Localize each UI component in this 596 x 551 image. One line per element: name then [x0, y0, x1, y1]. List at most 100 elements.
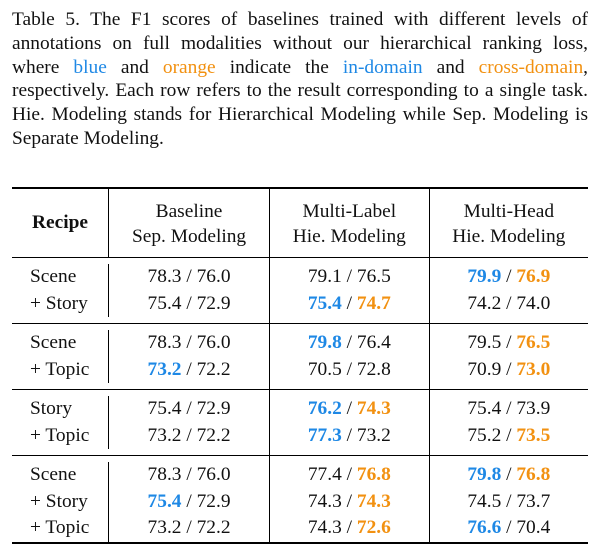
header-multi-head: Multi-Head Hie. Modeling — [428, 188, 588, 258]
in-domain-score: 73.2 — [147, 517, 182, 538]
group-separator — [12, 323, 588, 330]
cross-domain-score: 73.0 — [516, 358, 551, 380]
score-cell: 75.4 / 72.9 — [107, 396, 270, 423]
table-row: + Topic 73.2 / 72.2 77.3 / 73.2 75.2 / 73.5 — [12, 422, 588, 449]
group-separator — [12, 257, 588, 264]
score-slash: / — [181, 490, 197, 512]
score-cell: 74.2 / 74.0 — [428, 290, 588, 317]
table-row: Scene 78.3 / 76.0 79.8 / 76.4 79.5 / 76.5 — [12, 330, 588, 357]
separator-cell — [12, 323, 109, 330]
in-domain-score: 75.4 — [467, 398, 502, 419]
cross-domain-score: 76.8 — [516, 464, 551, 485]
score-cell: 70.9 / 73.0 — [428, 356, 588, 383]
in-domain-score: 79.1 — [307, 266, 342, 287]
score-slash: / — [501, 266, 517, 287]
cross-domain-score: 76.8 — [356, 464, 391, 485]
score-cell: 73.2 / 72.2 — [107, 515, 270, 543]
cross-domain-score: 74.7 — [356, 292, 391, 314]
in-domain-score: 70.5 — [307, 358, 342, 380]
cross-domain-score: 72.9 — [196, 398, 231, 419]
header-multi-head-line2: Hie. Modeling — [452, 226, 566, 247]
caption-text-5: , respectively. Each row refers to the r… — [12, 56, 589, 149]
score-cell: 78.3 / 76.0 — [107, 330, 270, 357]
score-cell: 79.1 / 76.5 — [269, 264, 430, 291]
separator-cell — [12, 389, 109, 396]
cross-domain-score: 76.0 — [196, 464, 231, 485]
group-separator — [12, 389, 588, 396]
in-domain-score: 75.4 — [307, 292, 342, 314]
recipe-cell: Scene — [30, 464, 77, 485]
score-cell: 78.3 / 76.0 — [107, 462, 270, 489]
score-slash: / — [341, 266, 357, 287]
score-cell: 76.6 / 70.4 — [428, 515, 588, 543]
cross-domain-score: 72.2 — [196, 424, 231, 446]
table-row: Story 75.4 / 72.9 76.2 / 74.3 75.4 / 73.9 — [12, 396, 588, 423]
caption-orange-word: orange — [162, 56, 216, 78]
score-cell: 75.4 / 74.7 — [269, 290, 430, 317]
cross-domain-score: 74.3 — [356, 398, 391, 419]
score-slash: / — [181, 424, 197, 446]
separator-cell — [12, 455, 109, 462]
group-gap — [12, 383, 588, 390]
score-slash: / — [181, 398, 197, 419]
score-cell: 75.4 / 72.9 — [107, 290, 270, 317]
in-domain-score: 78.3 — [147, 332, 182, 353]
header-row: Recipe Baseline Sep. Modeling Multi-Label… — [12, 188, 588, 258]
recipe-cell: + Topic — [30, 358, 90, 380]
separator-cell — [269, 455, 430, 462]
gap-cell — [428, 383, 588, 390]
in-domain-score: 79.8 — [307, 332, 342, 353]
in-domain-score: 78.3 — [147, 266, 182, 287]
caption-blue-word: blue — [73, 56, 107, 78]
score-slash: / — [501, 332, 517, 353]
in-domain-score: 79.8 — [467, 464, 502, 485]
caption-text-4: and — [422, 56, 479, 78]
in-domain-score: 74.5 — [467, 490, 502, 512]
header-recipe: Recipe — [32, 212, 88, 233]
table-body: Scene 78.3 / 76.0 79.1 / 76.5 79.9 / 76.9 + … — [12, 257, 588, 543]
score-slash: / — [501, 517, 517, 538]
in-domain-score: 73.2 — [147, 424, 182, 446]
in-domain-score: 73.2 — [147, 358, 182, 380]
cross-domain-score: 76.0 — [196, 266, 231, 287]
in-domain-score: 75.4 — [147, 398, 182, 419]
score-slash: / — [181, 358, 197, 380]
recipe-cell: + Story — [30, 490, 88, 512]
recipe-cell: + Topic — [30, 517, 90, 538]
separator-cell — [428, 455, 588, 462]
score-cell: 75.2 / 73.5 — [428, 422, 588, 449]
cross-domain-score: 74.0 — [516, 292, 551, 314]
in-domain-score: 70.9 — [467, 358, 502, 380]
score-slash: / — [501, 358, 517, 380]
score-slash: / — [181, 332, 197, 353]
cross-domain-score: 72.8 — [356, 358, 391, 380]
separator-cell — [12, 257, 109, 264]
separator-cell — [428, 257, 588, 264]
cross-domain-score: 76.9 — [516, 266, 551, 287]
score-cell: 79.8 / 76.4 — [269, 330, 430, 357]
score-cell: 79.5 / 76.5 — [428, 330, 588, 357]
group-separator — [12, 455, 588, 462]
in-domain-score: 74.3 — [307, 490, 342, 512]
in-domain-score: 79.5 — [467, 332, 502, 353]
table-row: + Story 75.4 / 72.9 74.3 / 74.3 74.5 / 73.7 — [12, 488, 588, 515]
score-cell: 77.3 / 73.2 — [269, 422, 430, 449]
score-cell: 79.8 / 76.8 — [428, 462, 588, 489]
cross-domain-score: 72.9 — [196, 292, 231, 314]
gap-cell — [269, 317, 430, 324]
results-table-wrapper: Recipe Baseline Sep. Modeling Multi-Label… — [12, 187, 588, 544]
in-domain-score: 75.2 — [467, 424, 502, 446]
header-multi-label: Multi-Label Hie. Modeling — [269, 188, 430, 258]
cross-domain-score: 73.2 — [356, 424, 391, 446]
gap-cell — [269, 449, 430, 456]
cross-domain-score: 76.4 — [356, 332, 391, 353]
score-cell: 76.2 / 74.3 — [269, 396, 430, 423]
score-slash: / — [341, 490, 357, 512]
score-cell: 73.2 / 72.2 — [107, 356, 270, 383]
table-caption: Table 5. The F1 scores of baselines trai… — [12, 8, 588, 151]
table-row: Scene 78.3 / 76.0 77.4 / 76.8 79.8 / 76.8 — [12, 462, 588, 489]
table-row: + Topic 73.2 / 72.2 70.5 / 72.8 70.9 / 73.0 — [12, 356, 588, 383]
separator-cell — [108, 257, 270, 264]
recipe-cell: Scene — [30, 266, 77, 287]
cross-domain-score: 72.9 — [196, 490, 231, 512]
